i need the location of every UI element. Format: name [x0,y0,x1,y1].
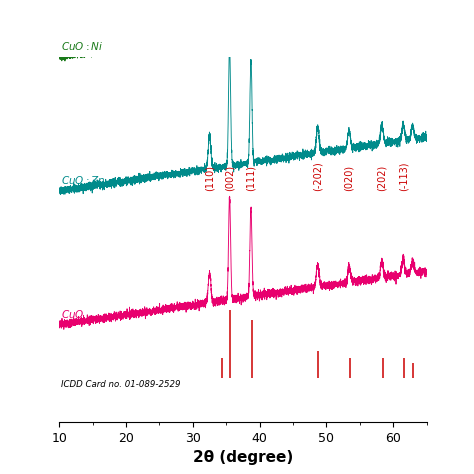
Text: ICDD Card no. 01-089-2529: ICDD Card no. 01-089-2529 [61,381,181,390]
Text: (-202): (-202) [313,161,323,191]
Text: (002): (002) [225,164,235,191]
Text: (202): (202) [377,164,387,191]
Text: (111): (111) [246,164,256,191]
Text: (110): (110) [204,164,215,191]
X-axis label: 2θ (degree): 2θ (degree) [193,450,293,465]
Text: (-113): (-113) [398,161,408,191]
Text: $\it{CuO:Zn}$: $\it{CuO:Zn}$ [61,174,106,186]
Text: $\it{CuO}$: $\it{CuO}$ [61,308,85,319]
Text: (020): (020) [344,164,354,191]
Text: $\it{CuO:Ni}$: $\it{CuO:Ni}$ [61,40,103,52]
